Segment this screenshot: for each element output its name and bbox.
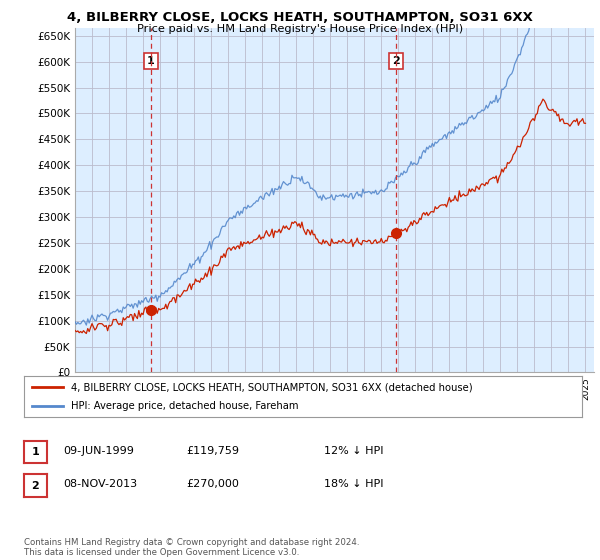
Text: 12% ↓ HPI: 12% ↓ HPI	[324, 446, 383, 456]
Text: 08-NOV-2013: 08-NOV-2013	[63, 479, 137, 489]
Text: HPI: Average price, detached house, Fareham: HPI: Average price, detached house, Fare…	[71, 401, 299, 411]
Text: 4, BILBERRY CLOSE, LOCKS HEATH, SOUTHAMPTON, SO31 6XX: 4, BILBERRY CLOSE, LOCKS HEATH, SOUTHAMP…	[67, 11, 533, 24]
Text: 1: 1	[32, 447, 39, 457]
Text: Price paid vs. HM Land Registry's House Price Index (HPI): Price paid vs. HM Land Registry's House …	[137, 24, 463, 34]
Text: Contains HM Land Registry data © Crown copyright and database right 2024.
This d: Contains HM Land Registry data © Crown c…	[24, 538, 359, 557]
Text: £270,000: £270,000	[186, 479, 239, 489]
Text: 2: 2	[392, 55, 400, 66]
Text: £119,759: £119,759	[186, 446, 239, 456]
Text: 1: 1	[146, 55, 154, 66]
Text: 4, BILBERRY CLOSE, LOCKS HEATH, SOUTHAMPTON, SO31 6XX (detached house): 4, BILBERRY CLOSE, LOCKS HEATH, SOUTHAMP…	[71, 382, 473, 393]
Text: 2: 2	[32, 480, 39, 491]
Text: 18% ↓ HPI: 18% ↓ HPI	[324, 479, 383, 489]
Text: 09-JUN-1999: 09-JUN-1999	[63, 446, 134, 456]
